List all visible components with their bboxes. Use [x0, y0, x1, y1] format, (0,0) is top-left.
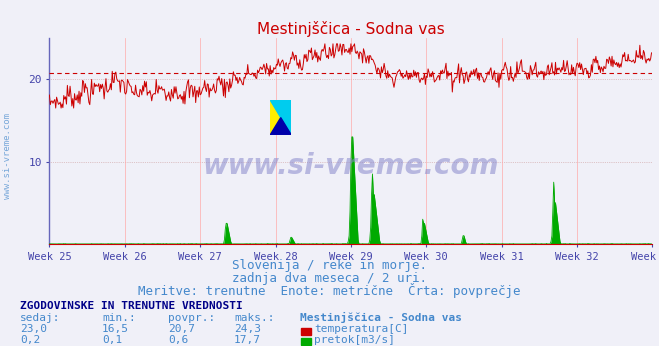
Text: 16,5: 16,5	[102, 324, 129, 334]
Text: 0,6: 0,6	[168, 335, 188, 345]
Text: 20,7: 20,7	[168, 324, 195, 334]
Text: pretok[m3/s]: pretok[m3/s]	[314, 335, 395, 345]
Text: povpr.:: povpr.:	[168, 313, 215, 323]
Text: min.:: min.:	[102, 313, 136, 323]
Polygon shape	[270, 118, 291, 135]
Text: www.si-vreme.com: www.si-vreme.com	[3, 113, 13, 199]
Text: sedaj:: sedaj:	[20, 313, 60, 323]
Text: 0,2: 0,2	[20, 335, 40, 345]
Text: temperatura[C]: temperatura[C]	[314, 324, 409, 334]
Polygon shape	[270, 100, 291, 135]
Text: www.si-vreme.com: www.si-vreme.com	[203, 152, 499, 180]
Text: ZGODOVINSKE IN TRENUTNE VREDNOSTI: ZGODOVINSKE IN TRENUTNE VREDNOSTI	[20, 301, 243, 311]
Text: Meritve: trenutne  Enote: metrične  Črta: povprečje: Meritve: trenutne Enote: metrične Črta: …	[138, 283, 521, 298]
Text: 24,3: 24,3	[234, 324, 261, 334]
Text: Slovenija / reke in morje.: Slovenija / reke in morje.	[232, 259, 427, 272]
Text: zadnja dva meseca / 2 uri.: zadnja dva meseca / 2 uri.	[232, 272, 427, 285]
Text: 0,1: 0,1	[102, 335, 123, 345]
Text: 17,7: 17,7	[234, 335, 261, 345]
Text: 23,0: 23,0	[20, 324, 47, 334]
Polygon shape	[270, 100, 291, 135]
Title: Mestinjščica - Sodna vas: Mestinjščica - Sodna vas	[257, 21, 445, 37]
Text: maks.:: maks.:	[234, 313, 274, 323]
Text: Mestinjščica - Sodna vas: Mestinjščica - Sodna vas	[300, 312, 462, 323]
